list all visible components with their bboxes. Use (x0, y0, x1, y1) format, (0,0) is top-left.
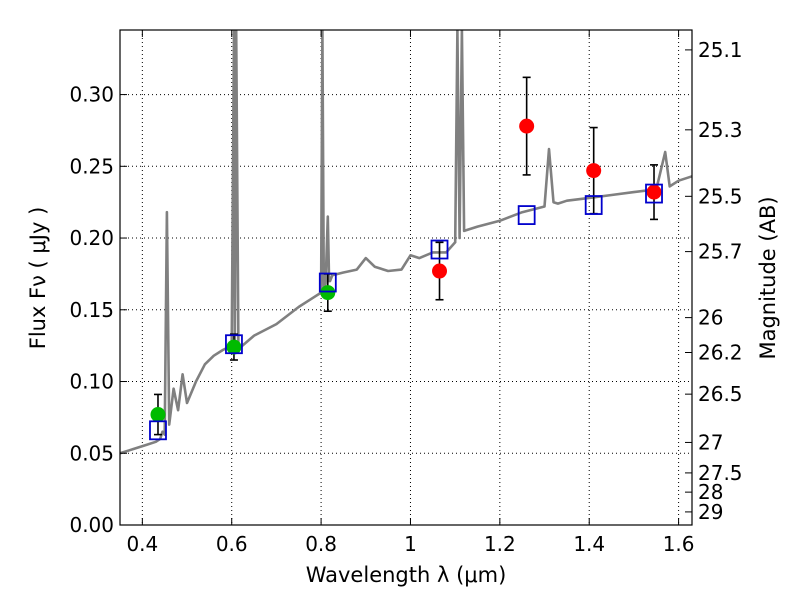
y2-tick-label: 25.3 (698, 118, 743, 142)
model-flux-square (584, 195, 603, 215)
x-tick-label: 1.6 (663, 532, 695, 556)
model-flux-square (645, 183, 663, 204)
axes: 0.4 0.6 0.8 1 1.2 1.4 1.6 0.00 0.05 0.10 0.15 0.20 0… (69, 30, 743, 556)
model-flux-square (430, 239, 449, 260)
plot-frame (119, 29, 693, 526)
x-tick-label: 0.4 (126, 532, 158, 556)
y-tick-label: 0.30 (69, 83, 114, 107)
y2-tick-label: 26.5 (698, 382, 743, 406)
x-tick-label: 0.6 (216, 532, 248, 556)
observed-flux-point (320, 285, 336, 301)
model-spectrum-line (120, 30, 692, 455)
observed-flux-point (226, 339, 242, 355)
y2-tick-label: 28 (698, 480, 723, 504)
observed-flux-point (519, 118, 535, 134)
x-tick-label: 1.4 (573, 532, 605, 556)
y2-tick-label: 26 (698, 306, 723, 330)
x-tick-label: 1.2 (484, 532, 516, 556)
y2-tick-label: 25.7 (698, 240, 743, 264)
model-flux-square (318, 272, 337, 293)
model-flux-square (517, 205, 536, 225)
observed-flux-point (150, 407, 166, 423)
y-tick-label: 0.20 (69, 226, 114, 250)
grid-lines (120, 30, 692, 525)
y-tick-label: 0.25 (69, 154, 114, 178)
plot-area (120, 30, 692, 455)
y-tick-label: 0.00 (69, 513, 114, 537)
observed-flux-point (646, 184, 662, 200)
x-tick-label: 1 (404, 532, 417, 556)
observed-flux-point (586, 163, 602, 179)
y2-axis-label: Magnitude (AB) (756, 196, 780, 359)
y-tick-label: 0.05 (69, 441, 114, 465)
x-tick-label: 0.8 (305, 532, 337, 556)
y2-tick-label: 25.1 (698, 38, 743, 62)
y2-tick-label: 29 (698, 500, 723, 524)
y2-tick-label: 27 (698, 430, 723, 454)
y-tick-label: 0.15 (69, 298, 114, 322)
observed-flux-point (432, 263, 448, 279)
y2-tick-label: 27.5 (698, 461, 743, 485)
y2-tick-label: 26.2 (698, 341, 743, 365)
y-tick-label: 0.10 (69, 370, 114, 394)
model-flux-square (149, 420, 167, 441)
x-axis-label: Wavelength λ (μm) (306, 563, 507, 587)
model-flux-square (225, 334, 243, 355)
y-axis-label: Flux Fν ( μJy ) (26, 207, 50, 350)
y2-tick-label: 25.5 (698, 184, 743, 208)
